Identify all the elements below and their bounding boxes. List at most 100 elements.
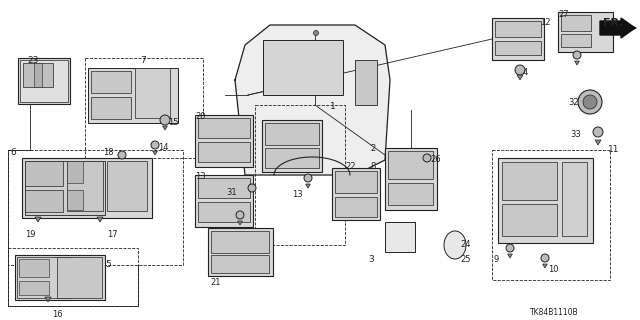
Bar [502,204,557,236]
Bar [211,231,269,253]
Polygon shape [97,217,103,222]
Bar [263,40,343,95]
Text: 8: 8 [370,162,376,171]
Bar [198,118,250,138]
Bar [17,257,72,298]
Bar [91,71,131,93]
Bar [255,105,345,245]
Polygon shape [45,297,51,302]
Bar [57,257,102,298]
Bar [561,15,591,31]
Text: 22: 22 [345,162,355,171]
FancyArrow shape [600,18,635,38]
Text: 27: 27 [558,10,568,19]
Bar [335,171,377,193]
Bar [355,60,377,105]
Bar [85,58,203,158]
Bar [195,115,253,167]
Text: 9: 9 [493,255,499,264]
Bar [502,162,557,200]
Circle shape [236,211,244,219]
Bar [211,255,269,273]
Bar [198,178,250,198]
Circle shape [593,127,603,137]
Bar [562,162,587,236]
Text: 15: 15 [168,118,179,127]
Text: 14: 14 [158,143,168,152]
Bar [385,222,415,252]
Text: 26: 26 [430,155,440,164]
Circle shape [248,184,256,192]
Bar [561,34,591,47]
Bar [332,168,380,220]
Text: 3: 3 [368,255,374,264]
Text: 23: 23 [27,56,38,65]
Bar [19,259,49,277]
Bar [558,12,613,52]
Text: 19: 19 [25,230,35,239]
Polygon shape [543,264,547,268]
Circle shape [583,95,597,109]
Bar [25,190,63,212]
Text: 25: 25 [460,255,470,264]
Text: 2: 2 [370,144,375,153]
Bar [208,228,273,276]
Bar [198,202,250,222]
Bar [20,60,68,102]
Bar [107,161,147,211]
Bar [91,97,131,119]
Bar [498,158,593,243]
Bar [34,63,42,87]
Bar [492,18,544,60]
Text: 5: 5 [105,260,111,269]
Bar [67,190,83,210]
Circle shape [118,151,126,159]
Circle shape [515,65,525,75]
Text: 16: 16 [52,310,63,319]
Bar [388,151,433,179]
Text: 13: 13 [292,190,303,199]
Text: 18: 18 [103,148,114,157]
Bar [495,41,541,55]
Polygon shape [235,25,390,175]
Circle shape [304,174,312,182]
Circle shape [506,244,514,252]
Circle shape [314,30,319,36]
Text: 24: 24 [460,240,470,249]
Circle shape [160,115,170,125]
Text: FR.: FR. [603,18,623,28]
Bar [135,68,170,118]
Circle shape [541,254,549,262]
Bar [492,150,610,280]
Polygon shape [517,75,523,80]
Circle shape [578,90,602,114]
Polygon shape [35,217,41,222]
Bar [15,255,105,300]
Text: 11: 11 [608,145,620,154]
Bar [495,21,541,37]
Text: 4: 4 [523,68,528,77]
Text: 10: 10 [548,265,559,274]
Polygon shape [163,126,168,130]
Polygon shape [152,151,157,155]
Text: 20: 20 [195,112,205,121]
Bar [18,58,70,104]
Bar [88,68,178,123]
Bar [335,197,377,217]
Bar [8,150,183,265]
Text: 21: 21 [210,278,221,287]
Bar [195,175,253,227]
Text: 12: 12 [540,18,550,27]
Bar [25,161,63,186]
Circle shape [151,141,159,149]
Bar [19,281,49,295]
Text: 1: 1 [330,102,336,111]
Text: 33: 33 [570,130,580,139]
Text: TK84B1110B: TK84B1110B [530,308,579,317]
Bar [67,161,103,211]
Circle shape [573,51,581,59]
Text: 31: 31 [226,188,237,197]
Polygon shape [595,140,601,145]
Bar [265,148,319,168]
Text: 32: 32 [568,98,579,107]
